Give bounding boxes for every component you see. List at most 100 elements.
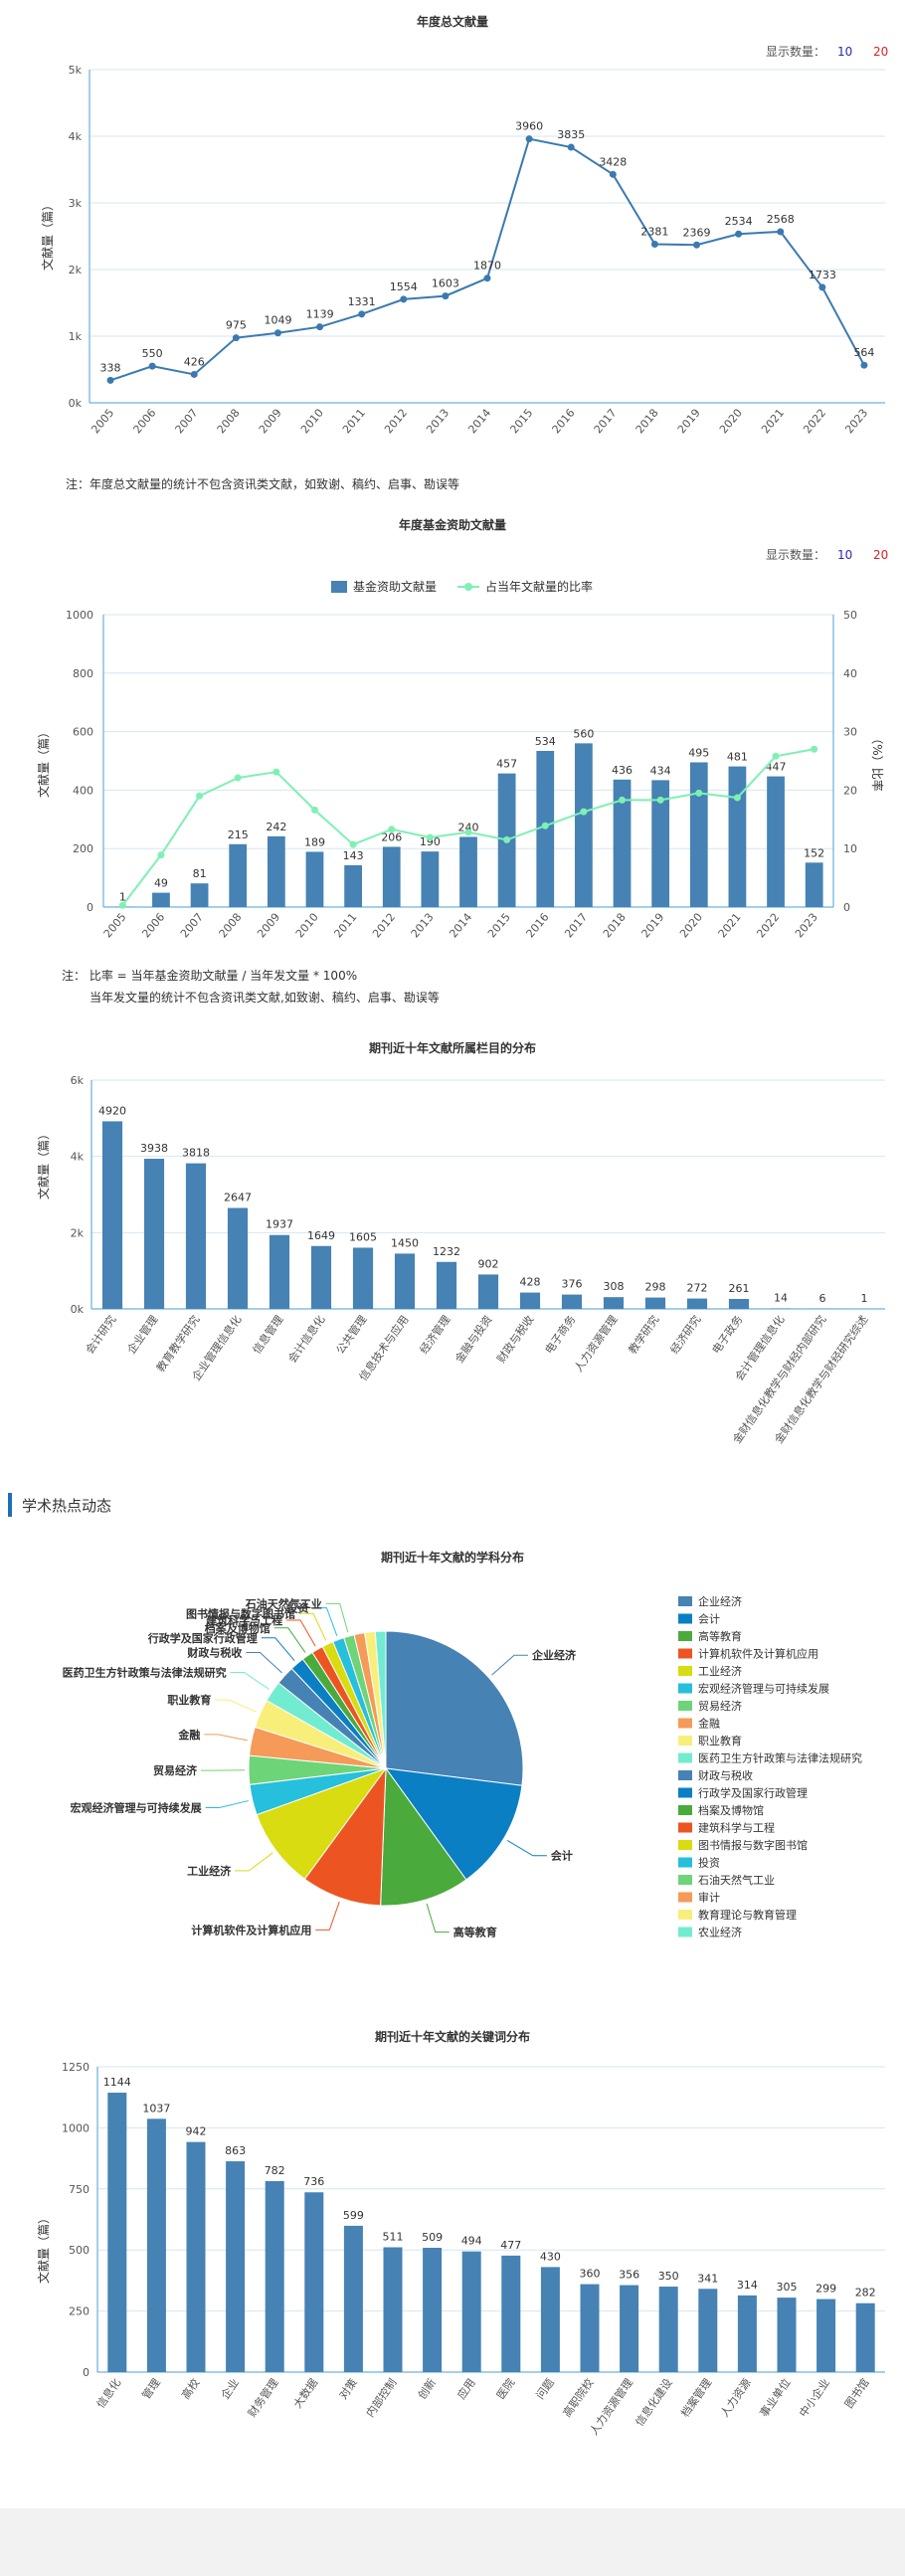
count-option-20[interactable]: 20	[873, 45, 888, 59]
chart4-legend-label[interactable]: 计算机软件及计算机应用	[698, 1647, 818, 1661]
chart4-legend-swatch[interactable]	[678, 1666, 692, 1676]
chart5-xtick: 档案管理	[678, 2376, 715, 2420]
chart4-legend-label[interactable]: 教育理论与教育管理	[698, 1908, 797, 1922]
chart5-data-label: 282	[855, 2287, 876, 2300]
chart4-legend-swatch[interactable]	[678, 1648, 692, 1659]
chart3-xtick: 电子商务	[542, 1313, 579, 1357]
chart2-title: 年度基金资助文献量	[399, 517, 506, 532]
chart4-legend-label[interactable]: 图书情报与数字图书馆	[698, 1838, 808, 1852]
chart1-xtick: 2013	[424, 407, 452, 437]
chart2-xtick: 2012	[370, 911, 398, 941]
chart3-bar	[227, 1207, 249, 1309]
chart4-legend-label[interactable]: 金融	[698, 1717, 720, 1731]
chart1-ylabel: 文献量（篇）	[40, 199, 55, 271]
chart4-legend-swatch[interactable]	[678, 1718, 692, 1729]
chart1-point	[777, 228, 785, 236]
chart2-note-line2: 当年发文量的统计不包含资讯类文献,如致谢、稿约、启事、勘误等	[90, 991, 440, 1005]
chart5-bar	[383, 2247, 403, 2372]
chart4-leader-line	[506, 1840, 547, 1857]
chart1-xtick: 2008	[215, 407, 243, 437]
count-option-20[interactable]: 20	[873, 548, 888, 562]
chart2-ratio-point	[580, 808, 588, 816]
chart2-ytick: 0	[87, 901, 93, 914]
chart4-legend-swatch[interactable]	[678, 1596, 692, 1606]
chart4-leader-line	[312, 1607, 338, 1636]
chart4-legend-swatch[interactable]	[678, 1701, 692, 1711]
chart4-legend-label[interactable]: 宏观经济管理与可持续发展	[698, 1682, 829, 1696]
chart4-legend-label[interactable]: 行政学及国家行政管理	[698, 1786, 808, 1800]
chart4-legend-label[interactable]: 企业经济	[698, 1594, 742, 1608]
chart2-data-label: 447	[766, 761, 787, 774]
chart5-data-label: 782	[265, 2164, 285, 2177]
count-option-10[interactable]: 10	[837, 548, 852, 562]
chart2-y2tick: 50	[843, 609, 857, 622]
chart1-xtick: 2007	[173, 407, 201, 437]
chart1-xtick: 2009	[257, 407, 284, 437]
chart4-legend-label[interactable]: 石油天然气工业	[698, 1873, 775, 1887]
chart4-legend-label[interactable]: 投资	[698, 1856, 720, 1870]
count-option-10[interactable]: 10	[837, 45, 852, 59]
chart4-legend-label[interactable]: 审计	[698, 1891, 720, 1905]
chart4-legend-swatch[interactable]	[678, 1927, 692, 1937]
chart2-ratio-point	[503, 835, 511, 843]
chart3-panel: 期刊近十年文献所属栏目的分布 文献量（篇） 0k 2k 4k 6k 4920 会计研究 3…	[0, 1034, 905, 1482]
chart4-legend-swatch[interactable]	[678, 1805, 692, 1815]
chart3-xtick: 会计信息化	[284, 1313, 327, 1366]
footer-band	[0, 2508, 905, 2576]
chart4-legend-label[interactable]: 贸易经济	[698, 1699, 742, 1713]
chart4-legend-swatch[interactable]	[678, 1875, 692, 1885]
chart2-data-label: 49	[154, 877, 168, 890]
chart4-legend-label[interactable]: 职业教育	[698, 1734, 742, 1748]
chart2-bar	[805, 862, 823, 907]
chart4-legend-swatch[interactable]	[678, 1613, 692, 1624]
chart4-slice	[385, 1630, 524, 1786]
chart1-point	[400, 295, 408, 303]
chart3-xtick: 电子政务	[709, 1313, 746, 1357]
chart2-xtick: 2010	[293, 911, 321, 941]
chart1-point	[818, 283, 826, 291]
chart4-legend-swatch[interactable]	[678, 1752, 692, 1763]
chart4-legend-swatch[interactable]	[678, 1787, 692, 1798]
chart2-ytick: 400	[73, 784, 93, 797]
chart2-data-label: 434	[650, 764, 671, 777]
chart3-bar	[143, 1159, 165, 1309]
chart4-legend-swatch[interactable]	[678, 1736, 692, 1746]
chart2-bar	[767, 776, 785, 907]
chart3-ytick: 2k	[71, 1226, 85, 1239]
chart4-legend-label[interactable]: 会计	[698, 1613, 720, 1626]
chart4-legend-label[interactable]: 财政与税收	[698, 1768, 753, 1782]
chart5-xtick: 信息化建设	[633, 2376, 675, 2429]
chart5-xtick: 企业	[218, 2376, 242, 2402]
chart5-xtick: 信息化	[93, 2376, 123, 2411]
chart4-legend-label[interactable]: 高等教育	[698, 1629, 742, 1643]
chart3-bar	[185, 1163, 207, 1309]
chart1-data-label: 426	[184, 355, 205, 368]
chart2-ratio-point	[464, 828, 472, 836]
chart4-legend-label[interactable]: 建筑科学与工程	[698, 1821, 775, 1835]
chart4-legend-label[interactable]: 工业经济	[698, 1664, 742, 1678]
chart5-xtick: 高校	[178, 2376, 202, 2402]
chart4-legend-swatch[interactable]	[678, 1822, 692, 1833]
chart1-data-label: 1733	[809, 269, 836, 281]
chart4-leader-line	[325, 1602, 349, 1633]
chart4-legend-label[interactable]: 医药卫生方针政策与法律法规研究	[698, 1751, 862, 1765]
chart4-legend-swatch[interactable]	[678, 1857, 692, 1868]
chart4-legend-swatch[interactable]	[678, 1770, 692, 1780]
chart4-legend-swatch[interactable]	[678, 1910, 692, 1920]
chart5-data-label: 356	[619, 2269, 639, 2282]
chart4-legend-swatch[interactable]	[678, 1840, 692, 1850]
chart4-legend-label[interactable]: 农业经济	[698, 1926, 742, 1939]
chart2-data-label: 81	[193, 867, 207, 880]
chart2-data-label: 495	[688, 746, 709, 759]
chart5-bar	[423, 2247, 443, 2372]
chart3-data-label: 376	[562, 1278, 583, 1291]
chart4-legend-swatch[interactable]	[678, 1631, 692, 1641]
legend-line-label: 占当年文献量的比率	[485, 579, 593, 594]
chart3-bar	[770, 1308, 792, 1309]
legend-bar-swatch	[331, 581, 347, 593]
chart4-legend-swatch[interactable]	[678, 1683, 692, 1694]
chart5-bar	[265, 2180, 284, 2372]
chart4-legend-label[interactable]: 档案及博物馆	[698, 1803, 764, 1817]
chart2-data-label: 189	[304, 835, 325, 848]
chart4-legend-swatch[interactable]	[678, 1892, 692, 1903]
